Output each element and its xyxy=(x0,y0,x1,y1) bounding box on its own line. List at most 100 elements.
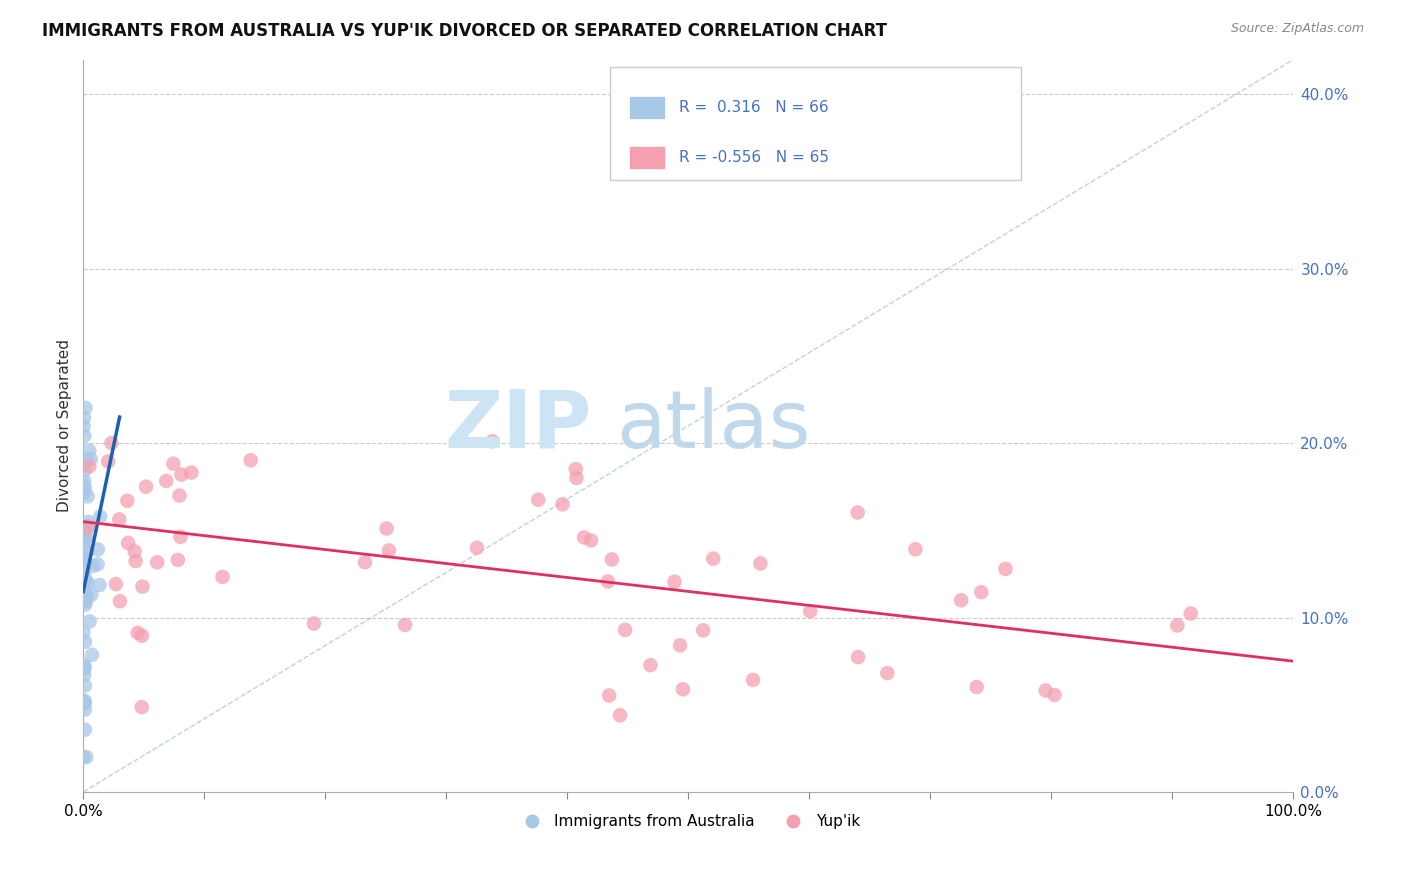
Point xyxy=(73,565,96,579)
Point xyxy=(302,616,325,631)
Point xyxy=(169,530,191,544)
Point xyxy=(211,570,233,584)
Point xyxy=(465,541,488,555)
Point xyxy=(73,530,96,544)
Point xyxy=(950,593,973,607)
Point xyxy=(72,750,94,764)
Legend: Immigrants from Australia, Yup'ik: Immigrants from Australia, Yup'ik xyxy=(510,808,866,836)
Point xyxy=(89,509,111,524)
Point xyxy=(73,679,96,693)
Bar xyxy=(630,147,664,168)
Point xyxy=(565,471,588,485)
Point xyxy=(846,650,869,665)
Point xyxy=(73,485,96,500)
Point xyxy=(1180,607,1202,621)
Point xyxy=(572,531,595,545)
Point xyxy=(742,673,765,687)
Point xyxy=(87,542,110,557)
Point xyxy=(669,639,692,653)
Point xyxy=(86,558,108,572)
Point xyxy=(73,480,96,494)
Y-axis label: Divorced or Separated: Divorced or Separated xyxy=(58,339,72,512)
Point xyxy=(72,478,94,492)
Point xyxy=(162,457,184,471)
Point xyxy=(146,555,169,569)
Point xyxy=(72,590,94,604)
Point xyxy=(73,574,96,589)
Point xyxy=(73,571,96,585)
Point xyxy=(966,680,988,694)
Point xyxy=(73,697,96,711)
Text: R = -0.556   N = 65: R = -0.556 N = 65 xyxy=(679,150,828,165)
FancyBboxPatch shape xyxy=(610,67,1021,180)
Point xyxy=(72,593,94,607)
Text: Source: ZipAtlas.com: Source: ZipAtlas.com xyxy=(1230,22,1364,36)
Point xyxy=(75,401,97,415)
Point xyxy=(76,544,98,558)
Point xyxy=(131,580,153,594)
Point xyxy=(80,648,103,662)
Point xyxy=(170,467,193,482)
Point xyxy=(108,594,131,608)
Point xyxy=(76,518,98,533)
Point xyxy=(108,512,131,526)
Point xyxy=(481,434,503,449)
Point xyxy=(596,574,619,589)
Point xyxy=(73,474,96,488)
Point xyxy=(672,682,695,697)
Point xyxy=(79,459,101,474)
Point xyxy=(73,723,96,737)
Point xyxy=(76,515,98,529)
Point xyxy=(76,575,98,590)
Point xyxy=(239,453,262,467)
Point xyxy=(76,490,98,504)
Point xyxy=(846,506,869,520)
Point xyxy=(135,480,157,494)
Point xyxy=(702,551,724,566)
Point xyxy=(799,604,821,618)
Point xyxy=(117,493,139,508)
Point xyxy=(127,625,149,640)
Point xyxy=(169,489,191,503)
Point xyxy=(72,625,94,640)
Point xyxy=(640,658,662,673)
Point xyxy=(73,697,96,711)
Point xyxy=(180,466,202,480)
Point xyxy=(73,660,96,674)
Point xyxy=(72,582,94,596)
Point xyxy=(80,452,103,467)
Point xyxy=(994,562,1017,576)
Point xyxy=(600,552,623,566)
Point xyxy=(75,598,97,612)
Point xyxy=(72,419,94,434)
Text: R =  0.316   N = 66: R = 0.316 N = 66 xyxy=(679,100,828,115)
Point xyxy=(72,662,94,676)
Text: ZIP: ZIP xyxy=(444,387,592,465)
Point xyxy=(104,577,127,591)
Point xyxy=(551,497,574,511)
Point xyxy=(73,556,96,570)
Point xyxy=(1043,688,1066,702)
Point xyxy=(75,524,97,538)
Text: atlas: atlas xyxy=(616,387,810,465)
Point xyxy=(79,615,101,629)
Point xyxy=(1035,683,1057,698)
Point xyxy=(73,695,96,709)
Point xyxy=(166,553,188,567)
Point xyxy=(378,543,401,558)
Point xyxy=(72,554,94,568)
Point xyxy=(564,462,586,476)
Point xyxy=(73,556,96,570)
Point xyxy=(970,585,993,599)
Point xyxy=(73,519,96,533)
Point xyxy=(614,623,637,637)
Point xyxy=(76,590,98,604)
Point xyxy=(73,429,96,443)
Point xyxy=(354,555,377,569)
Point xyxy=(1166,618,1188,632)
Point xyxy=(155,474,177,488)
Point xyxy=(73,694,96,708)
Point xyxy=(80,588,103,602)
Point xyxy=(598,689,620,703)
Point xyxy=(73,594,96,608)
